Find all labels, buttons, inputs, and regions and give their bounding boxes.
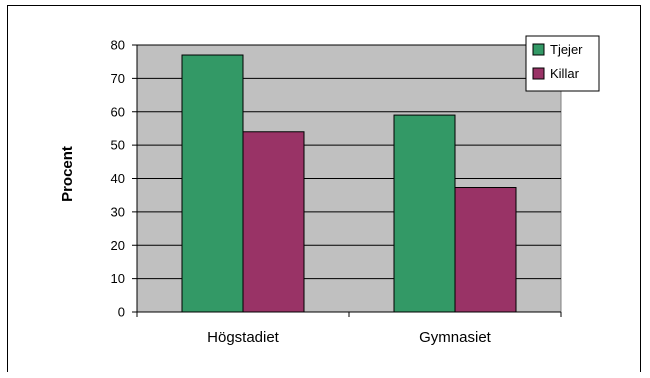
y-axis-ticks: 0 10 20 30 40 50 60 70 80 [111, 38, 137, 320]
y-tick-label: 0 [118, 305, 125, 320]
y-tick-label: 80 [111, 38, 125, 53]
bar-killar-1 [454, 187, 517, 313]
chart-frame: 0 10 20 30 40 50 60 70 80 Högstadiet Gymnasiet Pr… [7, 5, 641, 372]
x-axis-ticks: Högstadiet Gymnasiet [136, 312, 562, 346]
y-tick-label: 30 [111, 204, 125, 219]
y-axis-label: Procent [59, 146, 76, 202]
y-tick-label: 10 [111, 271, 125, 286]
y-tick-label: 40 [111, 171, 125, 186]
y-tick-label: 60 [111, 104, 125, 119]
legend-swatch [532, 43, 545, 56]
legend: Tjejer Killar [525, 35, 600, 92]
legend-label: Tjejer [550, 42, 583, 57]
bar-killar-0 [242, 131, 305, 313]
bar-tjejer-0 [181, 54, 244, 313]
y-tick-label: 50 [111, 138, 125, 153]
bars [181, 54, 517, 313]
x-tick-label: Högstadiet [207, 329, 280, 346]
y-tick-label: 20 [111, 238, 125, 253]
bar-tjejer-1 [393, 114, 456, 313]
legend-swatch [532, 67, 545, 80]
y-tick-label: 70 [111, 71, 125, 86]
bar-chart: 0 10 20 30 40 50 60 70 80 Högstadiet Gymnasiet Pr… [59, 35, 600, 346]
legend-label: Killar [550, 66, 580, 81]
x-tick-label: Gymnasiet [419, 329, 492, 346]
